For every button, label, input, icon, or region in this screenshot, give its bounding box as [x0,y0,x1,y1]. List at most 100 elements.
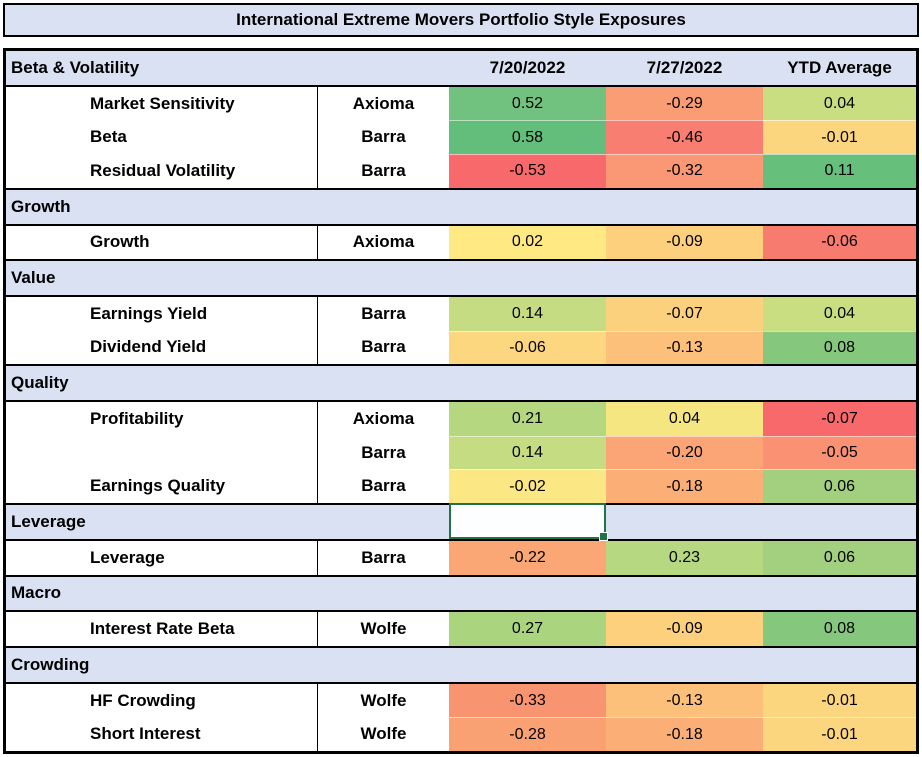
factor-cell[interactable] [6,435,318,470]
factor-cell[interactable]: Market Sensitivity [6,86,318,121]
provider-cell[interactable]: Barra [318,120,449,155]
table-title[interactable]: International Extreme Movers Portfolio S… [3,3,919,37]
value-cell[interactable]: -0.46 [606,120,763,155]
factor-cell[interactable]: HF Crowding [6,683,318,718]
table-row-beta: Beta Barra 0.58 -0.46 -0.01 [6,120,916,155]
value-cell[interactable]: 0.04 [763,86,916,121]
table-row-hf-crowding: HF Crowding Wolfe -0.33 -0.13 -0.01 [6,683,916,718]
factor-cell[interactable]: Leverage [6,540,318,575]
value-cell[interactable]: 0.27 [449,612,606,646]
value-cell[interactable]: -0.33 [449,683,606,718]
value-cell[interactable]: 0.21 [449,402,606,436]
factor-cell[interactable]: Growth [6,225,318,260]
table-row-dividend-yield: Dividend Yield Barra -0.06 -0.13 0.08 [6,330,916,365]
value-cell[interactable]: -0.07 [606,296,763,331]
table-row-leverage: Leverage Barra -0.22 0.23 0.06 [6,540,916,575]
section-row-crowding: Crowding [6,645,916,684]
section-row-leverage: Leverage [6,503,916,541]
value-cell[interactable]: -0.01 [763,717,916,752]
provider-cell[interactable]: Axioma [318,86,449,121]
provider-cell[interactable]: Barra [318,154,449,188]
section-header-beta-volatility[interactable]: Beta & Volatility [11,57,140,77]
value-cell[interactable]: 0.02 [449,225,606,260]
provider-cell[interactable]: Axioma [318,225,449,260]
provider-cell[interactable]: Wolfe [318,683,449,718]
value-cell[interactable]: -0.28 [449,717,606,752]
provider-cell[interactable]: Barra [318,540,449,575]
section-row-growth: Growth [6,187,916,226]
provider-cell[interactable]: Barra [318,435,449,470]
factor-cell[interactable]: Earnings Yield [6,296,318,331]
value-cell[interactable]: -0.32 [606,154,763,188]
value-cell[interactable]: -0.53 [449,154,606,188]
section-header-growth[interactable]: Growth [11,196,71,216]
section-header-macro[interactable]: Macro [11,583,62,603]
section-row-value: Value [6,259,916,297]
value-cell[interactable]: 0.04 [763,296,916,331]
provider-cell[interactable]: Wolfe [318,717,449,752]
value-cell[interactable]: -0.01 [763,683,916,718]
section-row-quality: Quality [6,364,916,403]
value-cell[interactable]: 0.06 [763,469,916,504]
value-cell[interactable]: 0.52 [449,86,606,121]
value-cell[interactable]: -0.09 [606,612,763,646]
section-header-quality[interactable]: Quality [11,373,69,393]
column-header-ytd-average[interactable]: YTD Average [787,57,892,77]
section-header-leverage[interactable]: Leverage [11,511,86,531]
provider-cell[interactable]: Barra [318,296,449,331]
factor-cell[interactable]: Beta [6,120,318,155]
table-row-residual-volatility: Residual Volatility Barra -0.53 -0.32 0.11 [6,154,916,188]
value-cell[interactable]: -0.09 [606,225,763,260]
table-row-short-interest: Short Interest Wolfe -0.28 -0.18 -0.01 [6,717,916,752]
value-cell[interactable]: -0.29 [606,86,763,121]
section-header-crowding[interactable]: Crowding [11,654,90,674]
column-header-7-20-2022[interactable]: 7/20/2022 [489,57,566,77]
provider-cell[interactable]: Barra [318,330,449,365]
section-header-value[interactable]: Value [11,268,56,288]
value-cell[interactable]: -0.20 [606,435,763,470]
value-cell[interactable]: 0.11 [763,154,916,188]
factor-cell[interactable]: Earnings Quality [6,469,318,504]
value-cell[interactable]: 0.04 [606,402,763,436]
value-cell[interactable]: -0.22 [449,540,606,575]
section-row-beta-volatility: Beta & Volatility 7/20/2022 7/27/2022 YTD A… [6,51,916,87]
factor-cell[interactable]: Dividend Yield [6,330,318,365]
fill-handle-icon[interactable] [599,531,608,541]
factor-cell[interactable]: Residual Volatility [6,154,318,188]
value-cell[interactable]: 0.08 [763,612,916,646]
column-header-7-27-2022[interactable]: 7/27/2022 [646,57,723,77]
value-cell[interactable]: -0.06 [449,330,606,365]
value-cell[interactable]: 0.58 [449,120,606,155]
value-cell[interactable]: -0.01 [763,120,916,155]
table-row-market-sensitivity: Market Sensitivity Axioma 0.52 -0.29 0.04 [6,86,916,121]
value-cell[interactable]: 0.06 [763,540,916,575]
table-row-earnings-quality: Earnings Quality Barra -0.02 -0.18 0.06 [6,469,916,504]
selected-cell[interactable] [449,503,608,541]
table-row-earnings-yield: Earnings Yield Barra 0.14 -0.07 0.04 [6,296,916,331]
value-cell[interactable]: -0.06 [763,225,916,260]
table-row-growth: Growth Axioma 0.02 -0.09 -0.06 [6,225,916,260]
value-cell[interactable]: 0.14 [449,296,606,331]
provider-cell[interactable]: Barra [318,469,449,504]
style-exposures-table: Beta & Volatility 7/20/2022 7/27/2022 YTD A… [3,48,919,754]
value-cell[interactable]: 0.08 [763,330,916,365]
value-cell[interactable]: -0.02 [449,469,606,504]
value-cell[interactable]: -0.05 [763,435,916,470]
value-cell[interactable]: -0.13 [606,330,763,365]
factor-cell[interactable]: Interest Rate Beta [6,612,318,646]
factor-cell[interactable]: Profitability [6,402,318,436]
value-cell[interactable]: -0.07 [763,402,916,436]
table-row-profitability: Profitability Axioma 0.21 0.04 -0.07 [6,402,916,436]
section-row-macro: Macro [6,574,916,613]
value-cell[interactable]: -0.18 [606,469,763,504]
factor-cell[interactable]: Short Interest [6,717,318,752]
value-cell[interactable]: 0.23 [606,540,763,575]
table-row-interest-rate-beta: Interest Rate Beta Wolfe 0.27 -0.09 0.08 [6,612,916,646]
table-row-quality-barra: Barra 0.14 -0.20 -0.05 [6,435,916,470]
value-cell[interactable]: -0.18 [606,717,763,752]
provider-cell[interactable]: Wolfe [318,612,449,646]
value-cell[interactable]: -0.13 [606,683,763,718]
provider-cell[interactable]: Axioma [318,402,449,436]
value-cell[interactable]: 0.14 [449,435,606,470]
